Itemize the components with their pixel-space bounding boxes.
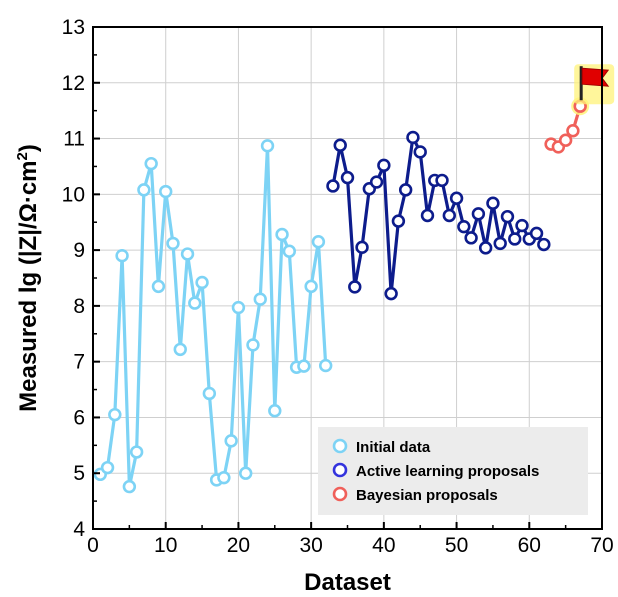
point-series-1	[486, 196, 500, 210]
x-tick-label: 10	[154, 534, 177, 557]
legend: Initial data Active learning proposals B…	[318, 427, 588, 515]
point-series-1	[457, 219, 471, 234]
y-tick-label: 13	[62, 16, 85, 39]
legend-marker-bayesian	[332, 486, 348, 502]
x-tick-label: 30	[299, 534, 322, 557]
x-tick-label: 70	[590, 534, 613, 557]
point-series-1	[500, 209, 515, 224]
point-series-0	[311, 235, 326, 249]
point-series-1	[398, 183, 413, 197]
point-series-0	[122, 479, 137, 494]
point-series-0	[260, 139, 275, 153]
point-series-0	[180, 247, 195, 261]
legend-label-active-learning: Active learning proposals	[356, 463, 539, 480]
point-series-1	[464, 231, 478, 245]
point-series-1	[406, 130, 420, 145]
y-tick-label: 5	[73, 462, 85, 485]
point-series-0	[275, 227, 289, 242]
point-series-0	[224, 434, 238, 448]
point-series-0	[202, 386, 217, 401]
point-series-0	[159, 184, 173, 199]
point-series-0	[137, 183, 151, 197]
y-tick-label: 4	[73, 518, 85, 541]
point-series-1	[355, 240, 369, 255]
point-series-0	[231, 300, 246, 315]
point-series-0	[253, 292, 267, 306]
x-tick-label: 20	[227, 534, 250, 557]
point-series-0	[151, 279, 166, 294]
point-series-0	[115, 248, 129, 263]
y-tick-label: 7	[73, 351, 85, 374]
point-series-1	[435, 173, 449, 188]
point-series-0	[282, 244, 297, 258]
point-series-1	[537, 237, 551, 252]
legend-box	[318, 427, 588, 515]
point-series-1	[377, 158, 391, 173]
point-series-1	[348, 280, 362, 294]
point-series-1	[391, 214, 406, 228]
legend-marker-active-learning	[332, 462, 348, 478]
point-series-1	[478, 241, 493, 255]
y-tick-label: 11	[63, 128, 85, 151]
point-series-2	[566, 124, 580, 138]
x-tick-label: 50	[445, 534, 468, 557]
point-series-1	[515, 218, 529, 233]
legend-label-bayesian: Bayesian proposals	[356, 487, 498, 504]
legend-label-initial-data: Initial data	[356, 439, 431, 456]
axis-ticks	[92, 26, 603, 530]
x-axis-title: Dataset	[304, 569, 391, 596]
point-series-0	[166, 236, 180, 251]
y-tick-label: 8	[73, 295, 85, 318]
flag-annotation	[571, 64, 615, 116]
point-series-0	[129, 445, 144, 459]
legend-marker-initial-data	[332, 438, 348, 454]
point-series-0	[188, 296, 202, 310]
point-series-0	[100, 460, 115, 475]
point-series-0	[195, 275, 209, 290]
point-series-1	[340, 170, 355, 185]
y-tick-label: 10	[62, 183, 85, 206]
point-series-0	[144, 156, 158, 171]
point-series-1	[442, 208, 456, 223]
x-tick-label: 0	[87, 534, 99, 557]
y-tick-label: 12	[62, 72, 85, 95]
point-series-0	[217, 470, 231, 485]
tick-labels: 0 10 20 30 40 50 60 70 4 5 6 7 8 9 10 11 12 13	[62, 16, 614, 557]
point-series-1	[333, 138, 347, 152]
point-series-0	[304, 279, 318, 294]
point-series-1	[449, 191, 464, 205]
y-axis-title: Measured lg (|Z|/Ω·cm2)	[14, 144, 42, 412]
point-series-1	[493, 236, 507, 251]
point-series-2	[558, 133, 573, 147]
point-series-1	[413, 145, 427, 159]
point-series-1	[508, 232, 522, 246]
point-series-0	[318, 358, 333, 373]
x-tick-label: 60	[518, 534, 541, 557]
point-series-1	[420, 208, 435, 223]
series-line-0	[99, 144, 328, 489]
point-series-1	[384, 286, 398, 301]
point-series-0	[108, 407, 122, 422]
point-series-1	[326, 179, 340, 193]
y-axis-title-superscript: 2	[14, 152, 31, 160]
point-series-0	[268, 404, 282, 418]
point-series-0	[239, 466, 253, 480]
y-tick-label: 6	[73, 406, 85, 429]
point-series-1	[529, 226, 544, 241]
point-series-1	[471, 207, 486, 221]
point-series-0	[297, 359, 311, 373]
point-series-0	[246, 338, 260, 352]
point-series-0	[173, 342, 187, 357]
x-tick-label: 40	[372, 534, 395, 557]
point-series-1	[369, 175, 384, 189]
y-axis-title-close: )	[15, 144, 42, 152]
y-tick-label: 9	[73, 239, 85, 262]
y-axis-title-main: Measured lg (|Z|/Ω·cm	[15, 160, 42, 411]
